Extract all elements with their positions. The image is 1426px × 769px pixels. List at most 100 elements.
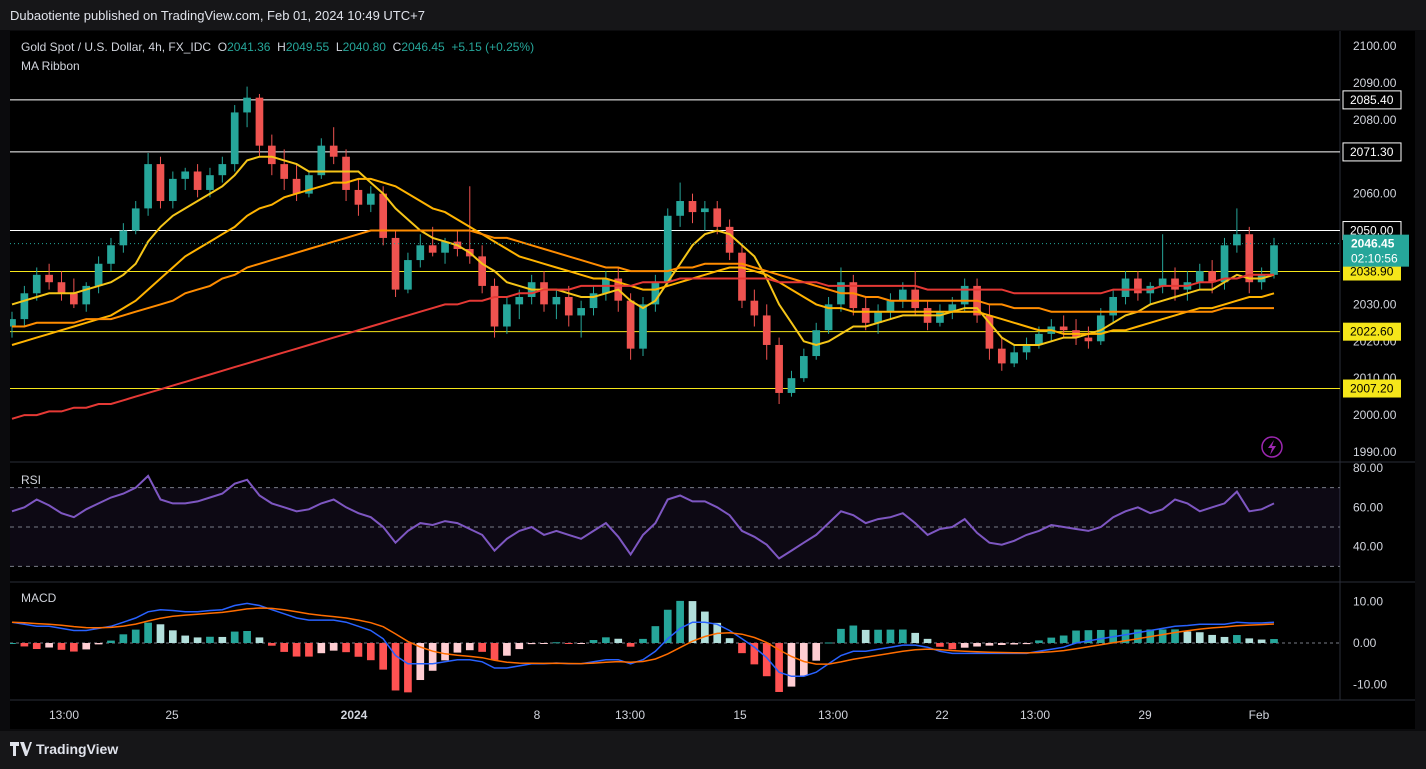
candle-body[interactable] [824,304,833,331]
level-tag[interactable] [1343,262,1401,281]
tradingview-brand[interactable]: TradingView [36,741,119,757]
candle-body[interactable] [305,175,313,194]
chart-canvas[interactable]: 2100.00 2090.00 2080.00 2060.00 2050.00 2030.… [10,31,1415,729]
candle-body[interactable] [45,274,53,283]
indicator-legend[interactable]: MA Ribbon [21,59,80,73]
candle-body[interactable] [861,308,870,323]
candle-body[interactable] [651,282,660,305]
rsi-pane-title[interactable]: RSI [21,473,42,487]
level-tag[interactable] [1342,90,1402,110]
candle-body[interactable] [131,208,140,231]
candle-body[interactable] [82,285,91,305]
candle-body[interactable] [169,178,177,202]
candle-body[interactable] [490,285,499,327]
candle-body[interactable] [936,311,944,323]
candle-body[interactable] [577,308,585,316]
candle-body[interactable] [688,201,697,213]
lightning-icon[interactable] [1261,436,1283,458]
candle-body[interactable] [354,189,363,205]
symbol-title[interactable]: Gold Spot / U.S. Dollar, 4h, FX_IDC [21,40,212,54]
candle-body[interactable] [230,112,239,165]
candle-body[interactable] [1270,245,1278,275]
candle-body[interactable] [1233,234,1241,246]
candle-body[interactable] [503,304,511,327]
candle-body[interactable] [1059,326,1068,331]
candle-body[interactable] [1022,344,1031,353]
candle-body[interactable] [292,178,301,194]
candle-body[interactable] [540,282,548,305]
candle-body[interactable] [552,296,561,305]
candle-body[interactable] [997,348,1006,364]
level-tag[interactable] [1343,322,1401,341]
candle-body[interactable] [626,300,635,349]
candle-body[interactable] [317,145,326,176]
candle-body[interactable] [713,208,722,227]
candle-body[interactable] [20,293,29,320]
candle-body[interactable] [428,245,437,253]
candle-body[interactable] [379,193,388,238]
candle-body[interactable] [1171,278,1179,290]
candle-body[interactable] [1134,278,1142,294]
candle-body[interactable] [1109,296,1117,316]
candle-body[interactable] [1035,333,1043,345]
candle-body[interactable] [639,304,647,349]
candle-body[interactable] [1245,234,1254,283]
candle-body[interactable] [911,289,920,309]
candle-body[interactable] [243,97,251,113]
candle-body[interactable] [70,293,78,305]
candle-body[interactable] [589,293,598,309]
candle-body[interactable] [1121,278,1130,297]
candle-body[interactable] [94,263,103,286]
last-price-tag[interactable] [1343,234,1409,267]
candle-body[interactable] [32,274,41,294]
candle-body[interactable] [1010,352,1019,364]
candle-body[interactable] [676,201,684,216]
candle-body[interactable] [441,241,449,253]
candle-body[interactable] [1208,271,1216,283]
candle-body[interactable] [57,282,66,294]
candle-body[interactable] [564,296,573,316]
candle-body[interactable] [1195,271,1204,283]
candle-body[interactable] [1096,315,1105,342]
candle-body[interactable] [267,145,276,165]
candle-body[interactable] [725,226,734,253]
candle-body[interactable] [738,252,746,301]
candle-body[interactable] [960,285,969,305]
candle-body[interactable] [849,282,858,309]
chart-frame[interactable]: 2100.00 2090.00 2080.00 2060.00 2050.00 2030.… [10,31,1415,729]
macd-pane-title[interactable]: MACD [21,591,57,605]
candle-body[interactable] [404,260,412,290]
candle-body[interactable] [663,215,672,283]
candle-body[interactable] [329,145,338,157]
candle-body[interactable] [701,208,709,213]
candle-body[interactable] [1220,245,1229,283]
candle-body[interactable] [1084,337,1093,342]
candle-body[interactable] [366,193,375,205]
candle-body[interactable] [107,245,115,264]
candle-body[interactable] [886,300,895,312]
candle-body[interactable] [874,311,882,323]
candle-body[interactable] [775,344,783,393]
candle-body[interactable] [156,164,165,202]
candle-body[interactable] [391,237,400,290]
level-tag[interactable] [1343,379,1401,398]
candle-body[interactable] [416,245,425,261]
candle-body[interactable] [800,356,808,379]
candle-body[interactable] [144,164,152,209]
candle-body[interactable] [985,315,994,349]
candle-body[interactable] [255,97,264,146]
candle-body[interactable] [948,304,957,312]
candle-body[interactable] [280,164,289,179]
level-tag[interactable] [1342,142,1402,162]
candle-body[interactable] [750,300,759,316]
candle-body[interactable] [342,156,350,190]
candle-body[interactable] [181,171,190,179]
candle-body[interactable] [515,296,524,305]
candle-body[interactable] [193,171,202,190]
candle-body[interactable] [10,319,16,327]
candle-body[interactable] [812,330,821,357]
candle-body[interactable] [119,230,128,246]
candle-body[interactable] [1158,278,1167,286]
candle-body[interactable] [218,164,227,176]
candle-body[interactable] [206,175,214,190]
